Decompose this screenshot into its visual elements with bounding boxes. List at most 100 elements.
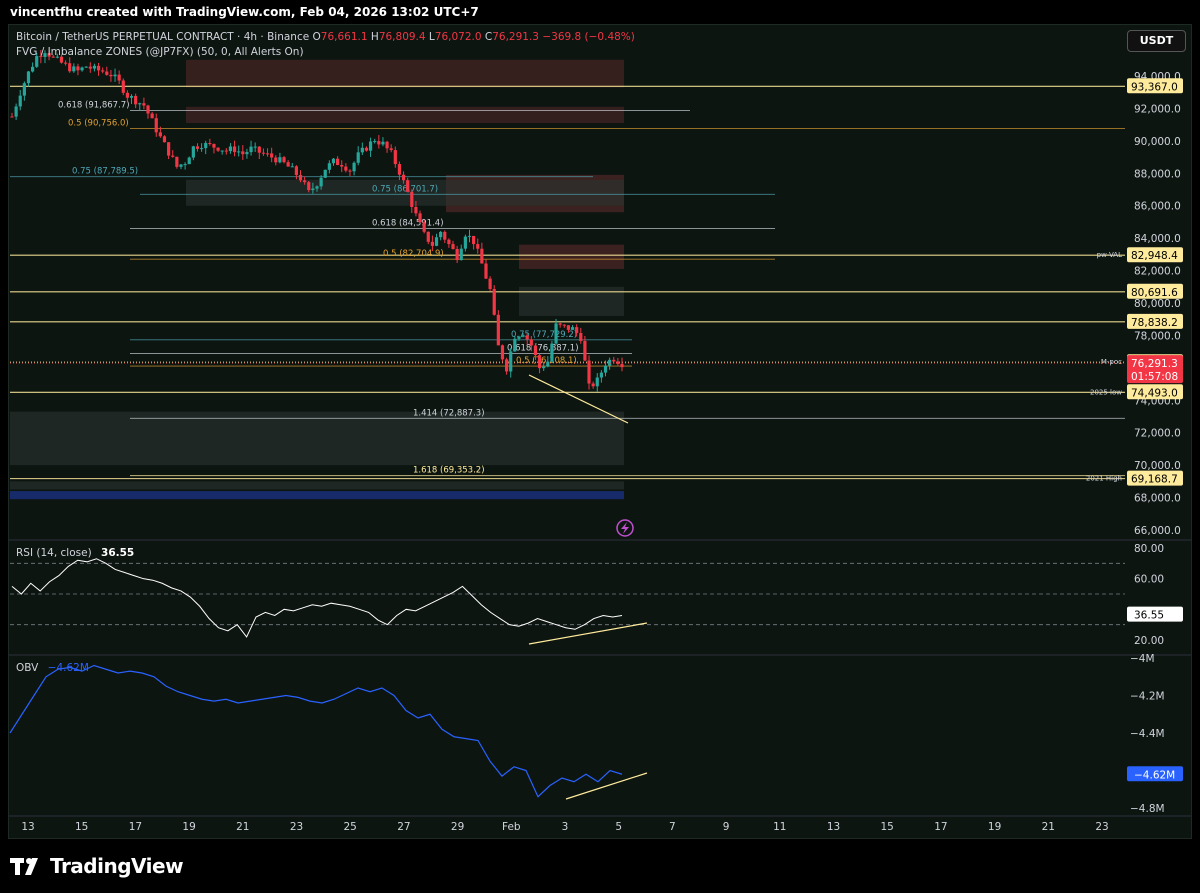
candle-body xyxy=(187,157,191,165)
key-level-price-5: 74,493.0 xyxy=(1131,387,1178,399)
obv-legend[interactable]: OBV −4.62M xyxy=(16,662,89,674)
rsi-badge-value: 36.55 xyxy=(1134,610,1164,622)
candle-body xyxy=(158,132,162,137)
candle-body xyxy=(410,191,414,207)
candle-body xyxy=(51,56,55,58)
candle-body xyxy=(270,153,274,158)
candle-body xyxy=(616,361,620,364)
tradingview-logo[interactable]: TradingView xyxy=(10,854,184,878)
obv-tick-2: −4.4M xyxy=(1130,728,1165,740)
fvg-zone-3 xyxy=(519,244,624,269)
candle-body xyxy=(595,377,599,387)
price-tick-5: 84,000.0 xyxy=(1134,233,1181,245)
candle-body xyxy=(298,174,303,181)
candle-body xyxy=(274,157,278,163)
candle-body xyxy=(430,241,435,246)
rsi-legend[interactable]: RSI (14, close) 36.55 xyxy=(16,547,134,559)
blue-zone xyxy=(10,491,624,500)
fib-label-5: 0.5 (82,704.9) xyxy=(383,249,444,259)
fib-label-3: 0.75 (86,701.7) xyxy=(372,184,438,194)
candle-body xyxy=(319,177,323,187)
obv-tick-0: −4M xyxy=(1130,653,1155,665)
candle-body xyxy=(525,335,529,340)
key-level-tag-5: 2025 low xyxy=(1090,388,1122,396)
candle-body xyxy=(162,136,167,143)
time-tick-3: 19 xyxy=(182,821,195,833)
price-tick-14: 66,000.0 xyxy=(1134,525,1181,537)
candle-body xyxy=(537,355,542,369)
candle-body xyxy=(195,146,200,149)
tradingview-logo-icon xyxy=(10,858,38,875)
candle-body xyxy=(191,146,195,158)
candle-body xyxy=(92,65,97,69)
fib-label-0: 0.618 (91,867.7) xyxy=(58,101,130,111)
candle-body xyxy=(22,83,26,96)
time-tick-4: 21 xyxy=(236,821,249,833)
key-level-badge-3 xyxy=(1127,313,1183,329)
candle-body xyxy=(513,338,517,352)
key-level-price-1: 82,948.4 xyxy=(1131,250,1178,262)
candle-body xyxy=(352,162,356,172)
candle-body xyxy=(47,53,51,57)
candle-body xyxy=(138,103,142,105)
candle-body xyxy=(463,236,467,249)
candle-body xyxy=(509,351,513,372)
price-tick-11: 72,000.0 xyxy=(1134,428,1181,440)
candle-body xyxy=(550,343,554,362)
candle-body xyxy=(562,324,566,326)
fib-label-4: 0.618 (84,591.4) xyxy=(372,219,444,229)
candle-body xyxy=(455,248,459,261)
key-level-tag-6: 2021 High xyxy=(1086,475,1122,483)
attribution-text: vincentfhu created with TradingView.com,… xyxy=(10,5,479,19)
candle-body xyxy=(224,150,228,152)
price-tick-7: 80,000.0 xyxy=(1134,298,1181,310)
candle-body xyxy=(96,65,101,71)
candle-body xyxy=(389,148,393,151)
candle-body xyxy=(59,56,64,63)
obv-badge-value: −4.62M xyxy=(1134,769,1175,781)
rsi-tick-1: 60.00 xyxy=(1134,574,1164,586)
current-price-value: 76,291.3 xyxy=(1131,358,1178,370)
candle-body xyxy=(422,222,426,232)
open-label: O xyxy=(312,31,321,43)
candle-body xyxy=(360,147,364,153)
indicator-header[interactable]: FVG / Imbalance ZONES (@JP7FX) (50, 0, A… xyxy=(16,46,304,58)
candle-body xyxy=(496,314,500,346)
candle-body xyxy=(575,327,579,334)
fvg-zone-7 xyxy=(10,481,624,490)
candle-body xyxy=(278,157,282,163)
candle-body xyxy=(608,359,612,366)
candle-body xyxy=(212,143,216,148)
fib-label-1: 0.5 (90,756.0) xyxy=(68,119,129,129)
candle-body xyxy=(480,248,484,264)
candle-body xyxy=(521,335,525,337)
candle-body xyxy=(76,66,80,71)
fvg-zone-1 xyxy=(186,106,624,124)
candle-body xyxy=(68,63,72,72)
candle-body xyxy=(72,66,76,72)
time-tick-0: 13 xyxy=(21,821,34,833)
key-level-tag-1: pw-VAL xyxy=(1097,251,1122,259)
currency-button[interactable]: USDT xyxy=(1127,30,1186,52)
candle-body xyxy=(35,56,39,67)
time-tick-15: 13 xyxy=(827,821,840,833)
fib-label-9: 1.414 (72,887.3) xyxy=(413,408,485,418)
candle-body xyxy=(439,231,443,238)
candle-body xyxy=(134,95,138,105)
candle-body xyxy=(10,116,14,118)
candle-body xyxy=(591,383,595,387)
candle-body xyxy=(476,244,480,249)
candle-body xyxy=(331,158,336,164)
candle-body xyxy=(257,146,261,153)
time-tick-12: 7 xyxy=(669,821,676,833)
key-level-price-0: 93,367.0 xyxy=(1131,81,1178,93)
open-value: 76,661.1 xyxy=(320,31,368,43)
price-tick-12: 70,000.0 xyxy=(1134,460,1181,472)
candle-body xyxy=(344,166,348,171)
rsi-tick-0: 80.00 xyxy=(1134,543,1164,555)
candle-body xyxy=(467,235,472,237)
candle-body xyxy=(451,244,455,249)
candle-body xyxy=(55,56,59,58)
candle-body xyxy=(492,288,496,315)
